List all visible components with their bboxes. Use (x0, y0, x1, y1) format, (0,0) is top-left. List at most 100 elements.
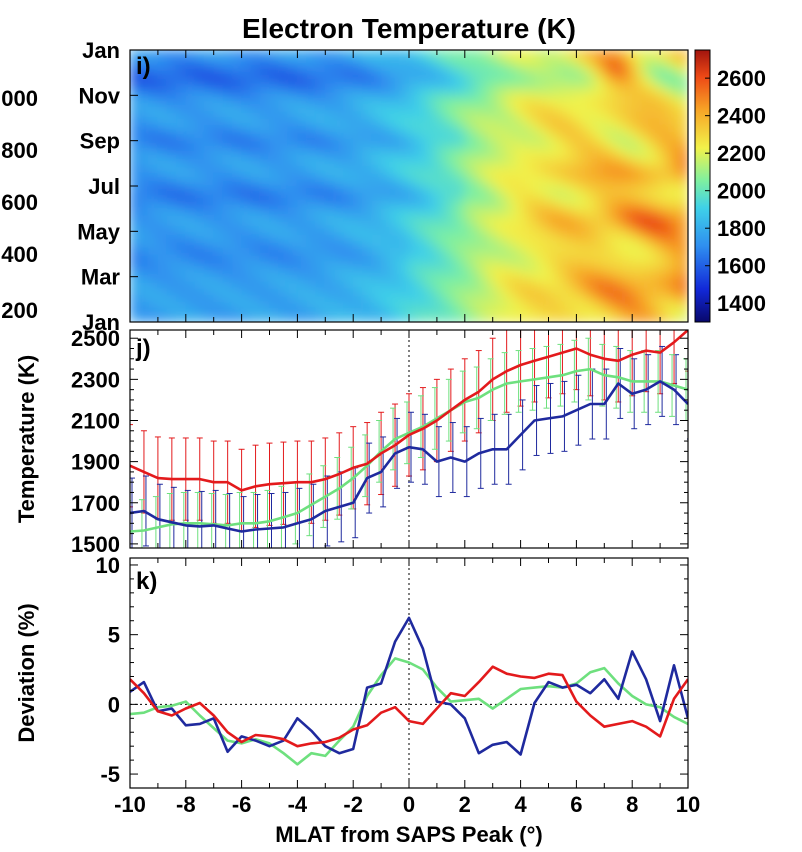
heatmap-cell (278, 280, 289, 289)
heatmap-cell (631, 110, 642, 119)
heatmap-cell (250, 131, 261, 139)
heatmap-cell (185, 205, 196, 214)
heatmap-cell (408, 246, 419, 255)
heatmap-cell (445, 117, 456, 126)
heatmap-cell (510, 117, 522, 126)
heatmap-cell (241, 103, 252, 112)
heatmap-cell (613, 63, 624, 71)
heatmap-cell (473, 103, 484, 112)
heatmap-cell (352, 212, 363, 221)
heatmap-cell (324, 294, 336, 303)
heatmap-cell (538, 253, 549, 262)
heatmap-cell (575, 199, 587, 207)
heatmap-cell (427, 90, 438, 99)
heatmap-cell (557, 97, 568, 105)
heatmap-cell (473, 199, 484, 207)
heatmap-cell (138, 158, 150, 167)
heatmap-cell (408, 63, 419, 71)
heatmap-cell (529, 50, 540, 58)
heatmap-cell (529, 178, 540, 187)
heatmap-cell (492, 280, 503, 289)
heatmap-cell (464, 239, 475, 248)
heatmap-cell (287, 253, 298, 262)
heatmap-cell (436, 83, 447, 92)
heatmap-cell (585, 273, 596, 282)
heatmap-cell (594, 253, 605, 262)
heatmap-cell (594, 260, 605, 269)
heatmap-cell (427, 233, 438, 241)
heatmap-cell (389, 117, 401, 126)
heatmap-cell (176, 239, 187, 248)
heatmap-cell (436, 63, 447, 71)
heatmap-cell (343, 287, 354, 296)
heatmap-cell (473, 219, 484, 228)
heatmap-cell (548, 124, 559, 133)
heatmap-cell (538, 76, 549, 85)
heatmap-cell (362, 117, 373, 126)
heatmap-cell (259, 50, 270, 58)
heatmap-cell (548, 280, 559, 289)
heatmap-cell (343, 192, 354, 201)
heatmap-cell (269, 151, 280, 160)
heatmap-cell (343, 90, 354, 99)
panel-label-k: k) (136, 568, 157, 595)
heatmap-cell (529, 287, 540, 296)
heatmap-cell (668, 50, 680, 58)
heatmap-cell (501, 233, 512, 241)
heatmap-cell (371, 294, 382, 303)
heatmap-cell (148, 76, 159, 85)
heatmap-cell (678, 178, 688, 187)
heatmap-cell (334, 171, 345, 180)
heatmap-cell (668, 110, 680, 119)
heatmap-cell (557, 144, 568, 153)
heatmap-cell (510, 144, 522, 153)
heatmap-cell (492, 273, 503, 282)
heatmap-cell (222, 90, 233, 99)
heatmap-cell (389, 110, 401, 119)
heatmap-cell (594, 165, 605, 173)
heatmap-cell (371, 246, 382, 255)
heatmap-cell (455, 294, 466, 303)
month-tick-label: May (77, 219, 121, 244)
heatmap-cell (194, 280, 205, 289)
heatmap-cell (130, 117, 140, 126)
heatmap-cell (222, 171, 233, 180)
heatmap-cell (641, 246, 652, 255)
heatmap-cell (473, 253, 484, 262)
heatmap-cell (455, 267, 466, 275)
heatmap-cell (668, 192, 680, 201)
heatmap-cell (324, 219, 336, 228)
heatmap-cell (427, 239, 438, 248)
heatmap-cell (548, 199, 559, 207)
heatmap-cell (296, 137, 308, 146)
heatmap-cell (594, 212, 605, 221)
heatmap-cell (613, 110, 624, 119)
heatmap-cell (436, 301, 447, 309)
heatmap-cell (631, 314, 642, 322)
heatmap-cell (464, 63, 475, 71)
heatmap-cell (399, 178, 410, 187)
heatmap-cell (548, 63, 559, 71)
heatmap-cell (650, 69, 661, 78)
panel-label-i: i) (136, 53, 151, 80)
heatmap-cell (520, 124, 531, 133)
heatmap-cell (427, 314, 438, 322)
heatmap-cell (306, 50, 317, 58)
heatmap-cell (575, 294, 587, 303)
heatmap-cell (231, 158, 243, 167)
heatmap-cell (334, 273, 345, 282)
heatmap-cell (482, 171, 494, 180)
heatmap-cell (130, 301, 140, 309)
heatmap-cell (157, 144, 168, 153)
heatmap-cell (148, 280, 159, 289)
heatmap-cell (250, 63, 261, 71)
heatmap-cell (575, 171, 587, 180)
heatmap-cell (130, 151, 140, 160)
heatmap-cell (241, 158, 252, 167)
heatmap-cell (315, 165, 326, 173)
heatmap-cell (641, 69, 652, 78)
heatmap-cell (510, 178, 522, 187)
heatmap-cell (501, 110, 512, 119)
